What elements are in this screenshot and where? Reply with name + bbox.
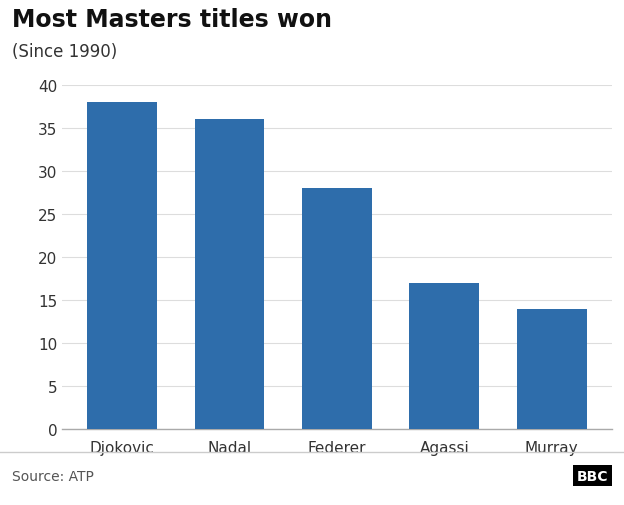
Bar <box>517 309 587 429</box>
Text: (Since 1990): (Since 1990) <box>12 43 118 61</box>
Bar <box>409 283 479 429</box>
Text: Source: ATP: Source: ATP <box>12 469 94 483</box>
Bar <box>87 103 157 429</box>
Text: Most Masters titles won: Most Masters titles won <box>12 8 333 31</box>
Text: BBC: BBC <box>577 469 608 483</box>
Bar <box>302 189 372 429</box>
Bar <box>195 120 265 429</box>
